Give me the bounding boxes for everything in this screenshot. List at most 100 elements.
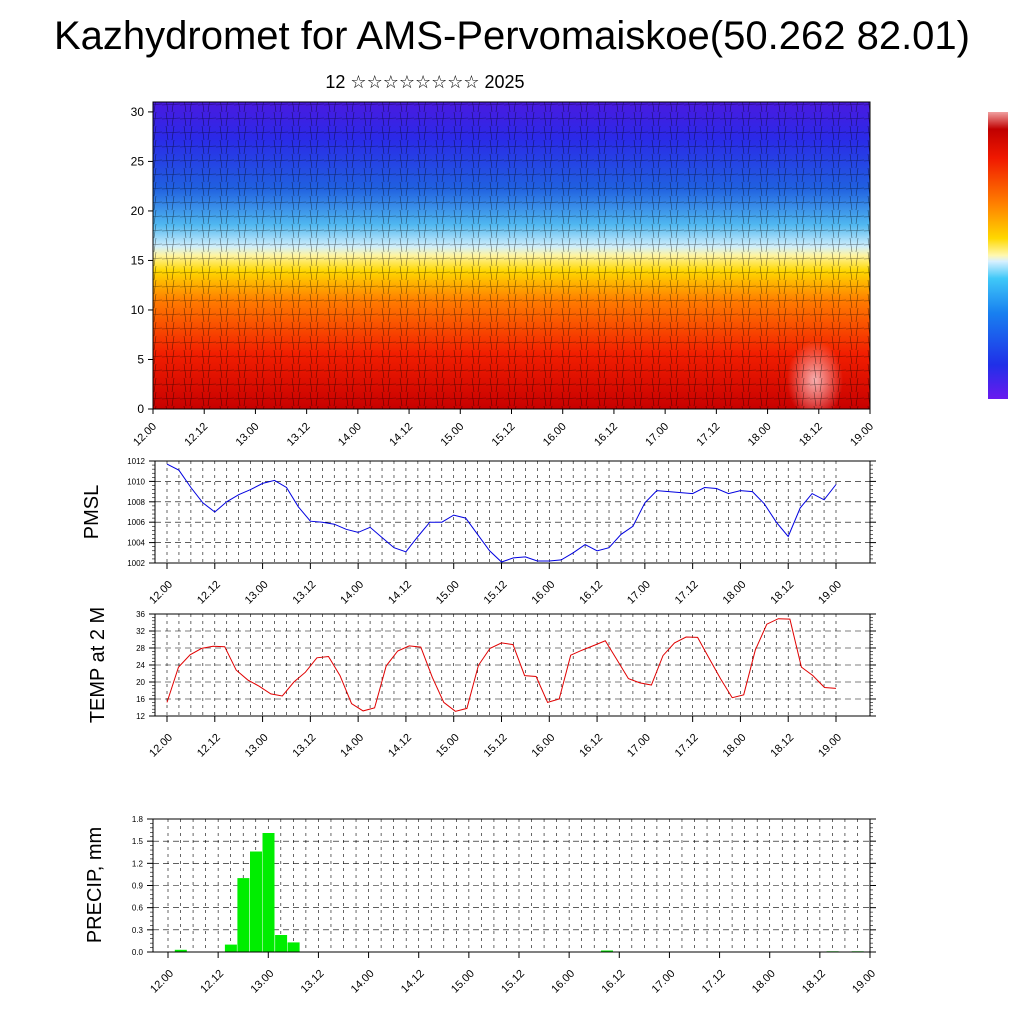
xtick-label-8: 16.00 [529, 579, 557, 607]
heat-xtick-label-3: 13.12 [285, 421, 313, 449]
pmsl-grid [155, 460, 870, 564]
xtick-label-0: 12.00 [147, 579, 175, 607]
heat-xtick-label-10: 17.00 [643, 421, 671, 449]
heatmap-panel: 0 5 10 15 20 25 30 12.00 12.12 13.00 13.12 14.00 14… [131, 101, 876, 449]
ytick-label-3: 24 [136, 661, 145, 670]
temp-grid [155, 613, 870, 717]
xtick-label-7: 15.12 [499, 968, 527, 996]
heat-xtick-label-2: 13.00 [234, 421, 262, 449]
ytick-label-4: 28 [136, 644, 145, 653]
xtick-label-12: 18.00 [721, 732, 749, 760]
ytick-label-1: 16 [136, 695, 145, 704]
wind-vectors [153, 102, 870, 409]
xtick-label-8: 16.00 [529, 732, 557, 760]
xtick-label-5: 14.12 [386, 732, 414, 760]
heat-xtick-label-8: 16.00 [541, 421, 569, 449]
precip-panel: 0.0 0.3 0.6 0.9 1.2 1.5 1.8 12.00 12.12 13.00 13.… [84, 815, 878, 996]
xtick-label-4: 14.00 [338, 579, 366, 607]
pmsl-series-line [166, 463, 837, 563]
heat-xtick-label-6: 15.00 [438, 421, 466, 449]
heat-xtick-label-1: 12.12 [182, 421, 210, 449]
ytick-label-6: 36 [136, 610, 145, 619]
heat-xtick-label-11: 17.12 [695, 421, 723, 449]
pmsl-panel: 1002 1004 1006 1008 1010 1012 12.00 12.12 13.00… [81, 457, 876, 607]
heat-xtick-label-13: 18.12 [797, 421, 825, 449]
ytick-label-2: 1006 [127, 518, 145, 527]
xtick-label-2: 13.00 [243, 579, 271, 607]
xtick-label-10: 17.00 [625, 732, 653, 760]
ytick-label-1: 0.3 [132, 926, 144, 935]
ytick-label-2: 0.6 [132, 904, 144, 913]
xtick-label-6: 15.00 [434, 732, 462, 760]
precip-grid [153, 818, 871, 953]
ytick-label-5: 1012 [127, 457, 145, 466]
colorbar [988, 112, 1008, 399]
xtick-label-10: 17.00 [625, 579, 653, 607]
xtick-label-3: 13.12 [299, 968, 327, 996]
xtick-label-1: 12.12 [195, 732, 223, 760]
ytick-label-0: 12 [136, 712, 145, 721]
pmsl-frame [154, 460, 871, 564]
xtick-label-9: 16.12 [577, 579, 605, 607]
precip-bar-4 [262, 833, 275, 952]
xtick-label-3: 13.12 [291, 579, 319, 607]
heat-xtick-label-14: 19.00 [848, 421, 876, 449]
xtick-label-9: 16.12 [577, 732, 605, 760]
ytick-label-5: 32 [136, 627, 145, 636]
heat-xtick-label-7: 15.12 [490, 421, 518, 449]
heat-ytick-label-4: 20 [131, 204, 145, 218]
chart-title: Kazhydromet for AMS-Pervomaiskoe(50.262 … [54, 14, 970, 58]
xtick-label-12: 18.00 [750, 968, 778, 996]
ytick-label-1: 1004 [127, 539, 145, 548]
precip-bar-1 [224, 944, 237, 952]
precip-bars [174, 833, 864, 952]
heatmap-y-axis: 0 5 10 15 20 25 30 [131, 105, 153, 416]
pmsl-y-label: PMSL [81, 485, 103, 539]
precip-bar-7 [601, 950, 613, 952]
xtick-label-4: 14.00 [349, 968, 377, 996]
xtick-label-6: 15.00 [449, 968, 477, 996]
xtick-label-1: 12.12 [195, 579, 223, 607]
heat-xtick-label-0: 12.00 [131, 421, 159, 449]
xtick-label-11: 17.12 [673, 732, 701, 760]
xtick-label-8: 16.00 [549, 968, 577, 996]
xtick-label-12: 18.00 [721, 579, 749, 607]
precip-bar-2 [237, 878, 250, 952]
xtick-label-11: 17.12 [673, 579, 701, 607]
pmsl-x-axis: 12.00 12.12 13.00 13.12 14.00 14.12 15.00 15.12… [147, 563, 844, 607]
ytick-label-3: 1008 [127, 498, 145, 507]
xtick-label-5: 14.12 [386, 579, 414, 607]
xtick-label-13: 18.12 [800, 968, 828, 996]
xtick-label-13: 18.12 [768, 732, 796, 760]
heat-xtick-label-12: 18.00 [746, 421, 774, 449]
ytick-label-2: 20 [136, 678, 145, 687]
heat-ytick-label-1: 5 [137, 352, 144, 366]
xtick-label-13: 18.12 [768, 579, 796, 607]
xtick-label-4: 14.00 [338, 732, 366, 760]
xtick-label-5: 14.12 [399, 968, 427, 996]
heat-xtick-label-5: 14.12 [387, 421, 415, 449]
temp-frame [154, 613, 871, 717]
heat-xtick-label-9: 16.12 [592, 421, 620, 449]
heat-ytick-label-2: 10 [131, 303, 145, 317]
precip-y-axis: 0.0 0.3 0.6 0.9 1.2 1.5 1.8 [132, 815, 876, 957]
xtick-label-3: 13.12 [291, 732, 319, 760]
precip-bar-0 [174, 949, 187, 952]
xtick-label-10: 17.00 [650, 968, 678, 996]
xtick-label-1: 12.12 [198, 968, 226, 996]
ytick-label-6: 1.8 [132, 815, 144, 824]
precip-y-label: PRECIP, mm [84, 827, 106, 943]
heat-ytick-label-0: 0 [137, 402, 144, 416]
precip-bar-3 [250, 851, 262, 952]
precip-x-axis: 12.00 12.12 13.00 13.12 14.00 14.12 15.00 15.12… [148, 952, 878, 996]
heatmap-x-axis: 12.00 12.12 13.00 13.12 14.00 14.12 15.00 15.12… [131, 409, 876, 449]
xtick-label-11: 17.12 [700, 968, 728, 996]
ytick-label-4: 1010 [127, 477, 145, 486]
xtick-label-7: 15.12 [482, 579, 510, 607]
xtick-label-14: 19.00 [816, 732, 844, 760]
heat-xtick-label-4: 14.00 [336, 421, 364, 449]
xtick-label-14: 19.00 [816, 579, 844, 607]
ytick-label-0: 1002 [127, 559, 145, 568]
xtick-label-14: 19.00 [850, 968, 878, 996]
